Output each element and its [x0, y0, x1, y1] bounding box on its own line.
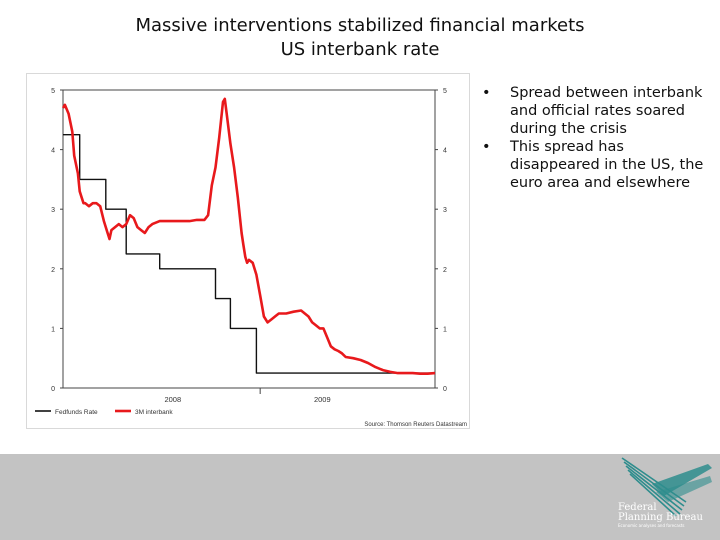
y-tick-label-left: 4 — [51, 148, 55, 155]
logo-tagline: Economic analyses and forecasts — [618, 523, 685, 528]
plot-area — [62, 89, 436, 389]
y-tick-label-left: 1 — [51, 326, 55, 333]
y-tick-label-right: 2 — [443, 267, 447, 274]
y-tick-label-right: 5 — [443, 88, 447, 95]
interbank-rate-chart: 0 0 1 1 2 2 3 3 4 4 5 5 2008 2009 Fedfunds Rate 3M inte… — [26, 73, 470, 429]
logo-line-2: Planning Bureau — [618, 512, 703, 523]
footer-band — [0, 454, 720, 540]
title-line-1: Massive interventions stabilized financi… — [135, 15, 585, 36]
bullet-item: • Spread between interbank and official … — [478, 84, 714, 138]
y-tick-label-right: 3 — [443, 207, 447, 214]
legend-label: Fedfunds Rate — [55, 409, 98, 416]
y-tick-label-left: 5 — [51, 88, 55, 95]
chart-source: Source: Thomson Reuters Datastream — [364, 422, 467, 428]
x-tick-label: 2008 — [164, 395, 181, 404]
y-tick-label-right: 4 — [443, 148, 447, 155]
title-line-2: US interbank rate — [280, 39, 440, 60]
x-tick-label: 2009 — [314, 395, 331, 404]
bullet-item: • This spread has disappeared in the US,… — [478, 138, 714, 192]
bullet-list: • Spread between interbank and official … — [478, 84, 714, 192]
slide-title: Massive interventions stabilized financi… — [60, 14, 660, 62]
chart-svg: 0 0 1 1 2 2 3 3 4 4 5 5 2008 2009 Fedfunds Rate 3M inte… — [35, 88, 467, 428]
y-tick-label-left: 3 — [51, 207, 55, 214]
bullet-dot: • — [482, 85, 491, 101]
y-tick-label-left: 0 — [51, 386, 55, 393]
y-tick-label-left: 2 — [51, 267, 55, 274]
federal-planning-bureau-logo-icon — [621, 457, 712, 517]
bullet-text: This spread has disappeared in the US, t… — [510, 139, 704, 191]
logo-line-1: Federal — [618, 502, 657, 513]
series-line — [61, 97, 436, 375]
bullet-dot: • — [482, 139, 491, 155]
y-tick-label-right: 1 — [443, 326, 447, 333]
bullet-text: Spread between interbank and official ra… — [510, 85, 703, 137]
y-tick-label-right: 0 — [443, 386, 447, 393]
logo-text: Federal Planning Bureau Economic analyse… — [618, 503, 718, 529]
legend-label: 3M interbank — [135, 409, 173, 416]
series-line — [63, 134, 435, 374]
